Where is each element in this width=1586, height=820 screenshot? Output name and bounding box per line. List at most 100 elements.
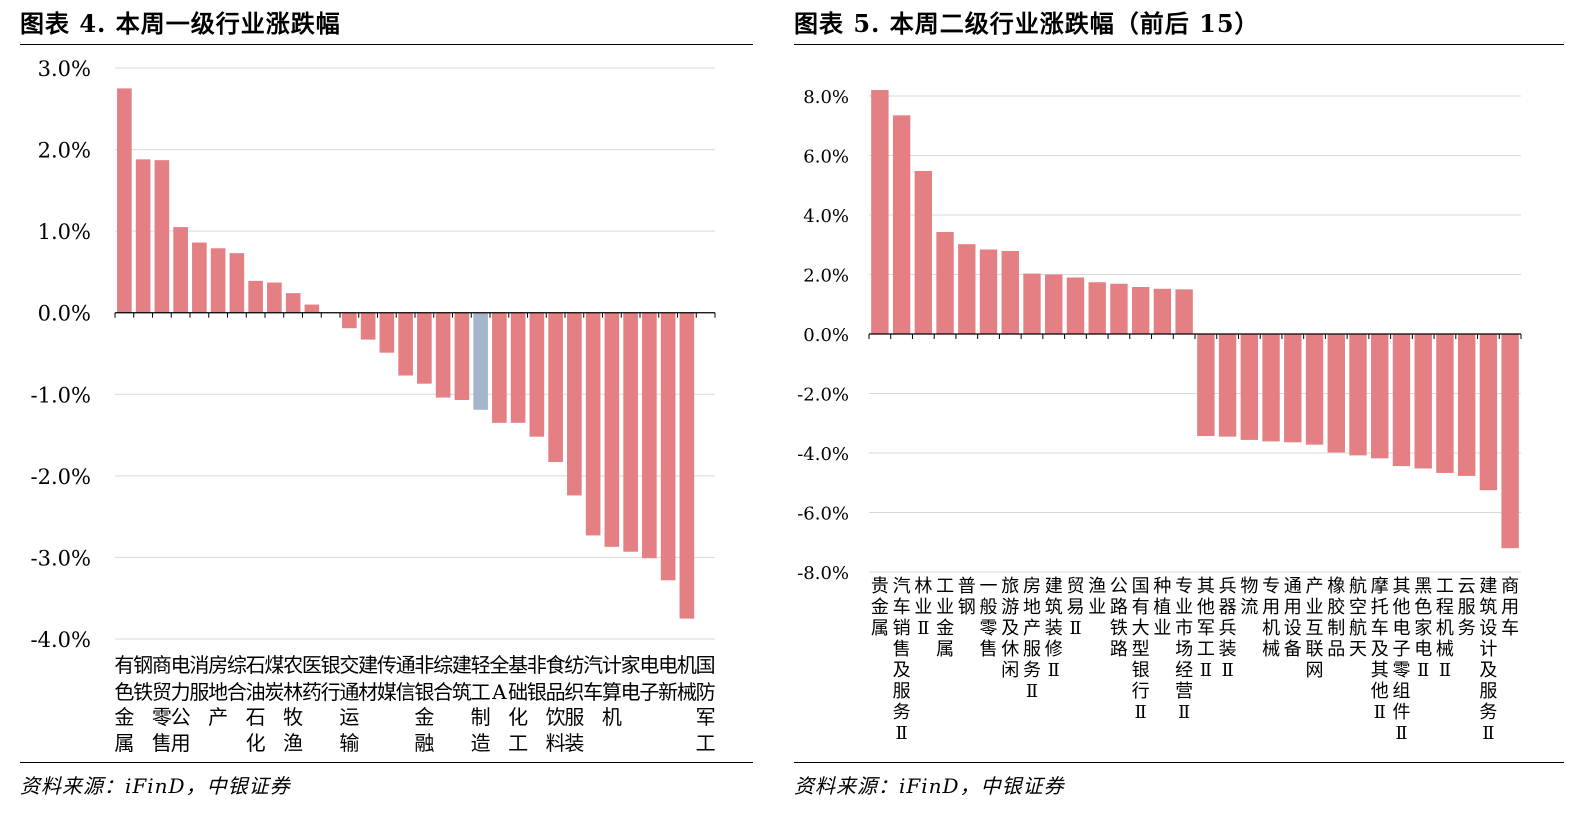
x-tick-label: 机	[602, 705, 622, 729]
x-tick-label: 设	[1479, 618, 1497, 639]
x-tick-label: 银	[1132, 660, 1150, 681]
bar	[135, 159, 151, 313]
source-divider	[794, 762, 1564, 763]
x-tick-label: 及	[1371, 639, 1389, 660]
x-tick-label: 建	[1045, 576, 1063, 597]
x-tick-label: 轻	[471, 653, 491, 677]
bar	[379, 312, 395, 353]
x-tick-label: 休	[1001, 639, 1019, 660]
x-tick-label: 云	[1458, 576, 1476, 597]
x-tick-label: 服	[564, 705, 584, 729]
x-tick-label: 通	[339, 680, 359, 704]
x-tick-label: 药	[302, 680, 322, 704]
x-tick-label: Ⅱ	[1221, 660, 1233, 681]
x-tick-label: 备	[1284, 639, 1302, 660]
x-tick-label: 全	[489, 653, 509, 677]
x-tick-label: 用	[1501, 597, 1519, 618]
bar	[548, 312, 563, 462]
bar	[117, 88, 132, 313]
x-tick-label: 业	[936, 597, 954, 618]
x-tick-label: 地	[1023, 597, 1041, 618]
y-tick-label: -6.0%	[797, 504, 849, 525]
x-tick-label: 筑	[1045, 597, 1063, 618]
x-tick-label: 大	[1132, 618, 1150, 639]
x-tick-label: 销	[893, 618, 911, 639]
x-tick-label: 闲	[1001, 660, 1019, 681]
bar	[1284, 334, 1302, 443]
x-tick-label: 电	[658, 653, 678, 677]
bar	[529, 312, 545, 437]
x-tick-label: 产	[1023, 618, 1041, 639]
y-tick-label: 6.0%	[803, 147, 849, 168]
x-tick-label: 属	[871, 618, 889, 639]
x-tick-label: 贵	[871, 576, 889, 597]
x-tick-label: 计	[602, 653, 622, 677]
x-tick-label: 属	[114, 731, 134, 755]
x-tick-label: 家	[1414, 618, 1432, 639]
x-tick-label: 军	[696, 705, 716, 729]
x-tick-label: 他	[1371, 681, 1389, 702]
x-tick-label: 托	[1371, 597, 1389, 618]
x-tick-label: 银	[527, 680, 547, 704]
x-tick-label: 型	[1132, 639, 1150, 660]
bar	[473, 312, 488, 410]
x-tick-label: 运	[339, 705, 359, 729]
x-tick-label: 建	[1479, 576, 1497, 597]
x-tick-label: 础	[508, 680, 528, 704]
x-tick-label: 械	[1262, 639, 1280, 660]
bar	[173, 227, 188, 313]
x-tick-label: 房	[1023, 576, 1041, 597]
x-tick-label: Ⅱ	[1178, 702, 1190, 723]
x-tick-label: 钢	[133, 653, 153, 677]
x-tick-label: 银	[414, 680, 434, 704]
x-tick-label: 消	[189, 653, 209, 677]
bar	[1045, 274, 1063, 334]
x-tick-label: 用	[171, 731, 191, 755]
bar	[417, 312, 432, 384]
x-tick-label: 通	[1284, 576, 1302, 597]
x-tick-label: 服	[1458, 597, 1476, 618]
y-tick-label: 2.0%	[803, 266, 849, 287]
x-tick-label: 地	[208, 680, 228, 704]
x-tick-label: 及	[1001, 618, 1019, 639]
x-tick-label: 筑	[452, 680, 472, 704]
x-tick-label: 料	[546, 731, 566, 755]
x-tick-label: 农	[283, 653, 303, 677]
x-tick-label: 行	[321, 680, 341, 704]
x-tick-label: 及	[1479, 660, 1497, 681]
bar	[267, 282, 282, 313]
x-tick-label: 属	[936, 639, 954, 660]
x-tick-label: 银	[321, 653, 341, 677]
y-tick-label: -1.0%	[31, 383, 91, 407]
x-tick-label: 子	[639, 680, 659, 704]
x-tick-label: 车	[1371, 618, 1389, 639]
x-tick-label: 摩	[1371, 576, 1389, 597]
x-tick-label: 装	[1219, 639, 1237, 660]
x-tick-label: 易	[1066, 597, 1084, 618]
bar	[1023, 273, 1041, 334]
source-note: 资料来源：iFinD，中银证券	[794, 774, 1065, 798]
x-tick-label: 工	[471, 680, 491, 704]
x-tick-label: 机	[1262, 618, 1280, 639]
bar	[1153, 288, 1172, 334]
x-tick-label: 市	[1175, 618, 1193, 639]
x-tick-label: 路	[1110, 639, 1128, 660]
bar	[1414, 334, 1432, 469]
y-tick-label: -2.0%	[31, 465, 91, 489]
x-tick-label: 油	[246, 680, 266, 704]
x-tick-label: 航	[1349, 618, 1367, 639]
x-tick-label: 电	[1414, 639, 1432, 660]
x-tick-label: 服	[1479, 681, 1497, 702]
x-tick-label: Ⅱ	[1482, 723, 1494, 744]
x-tick-label: 通	[396, 653, 416, 677]
x-tick-label: 售	[893, 639, 911, 660]
x-tick-label: 化	[246, 731, 266, 755]
x-tick-label: 设	[1284, 618, 1302, 639]
x-tick-label: 物	[1240, 576, 1258, 597]
x-tick-label: 种	[1153, 576, 1171, 597]
bar	[871, 90, 889, 334]
x-tick-label: 公	[1110, 576, 1128, 597]
x-tick-label: 植	[1153, 597, 1171, 618]
x-tick-label: 工	[696, 731, 716, 755]
x-tick-label: 渔	[283, 731, 303, 755]
